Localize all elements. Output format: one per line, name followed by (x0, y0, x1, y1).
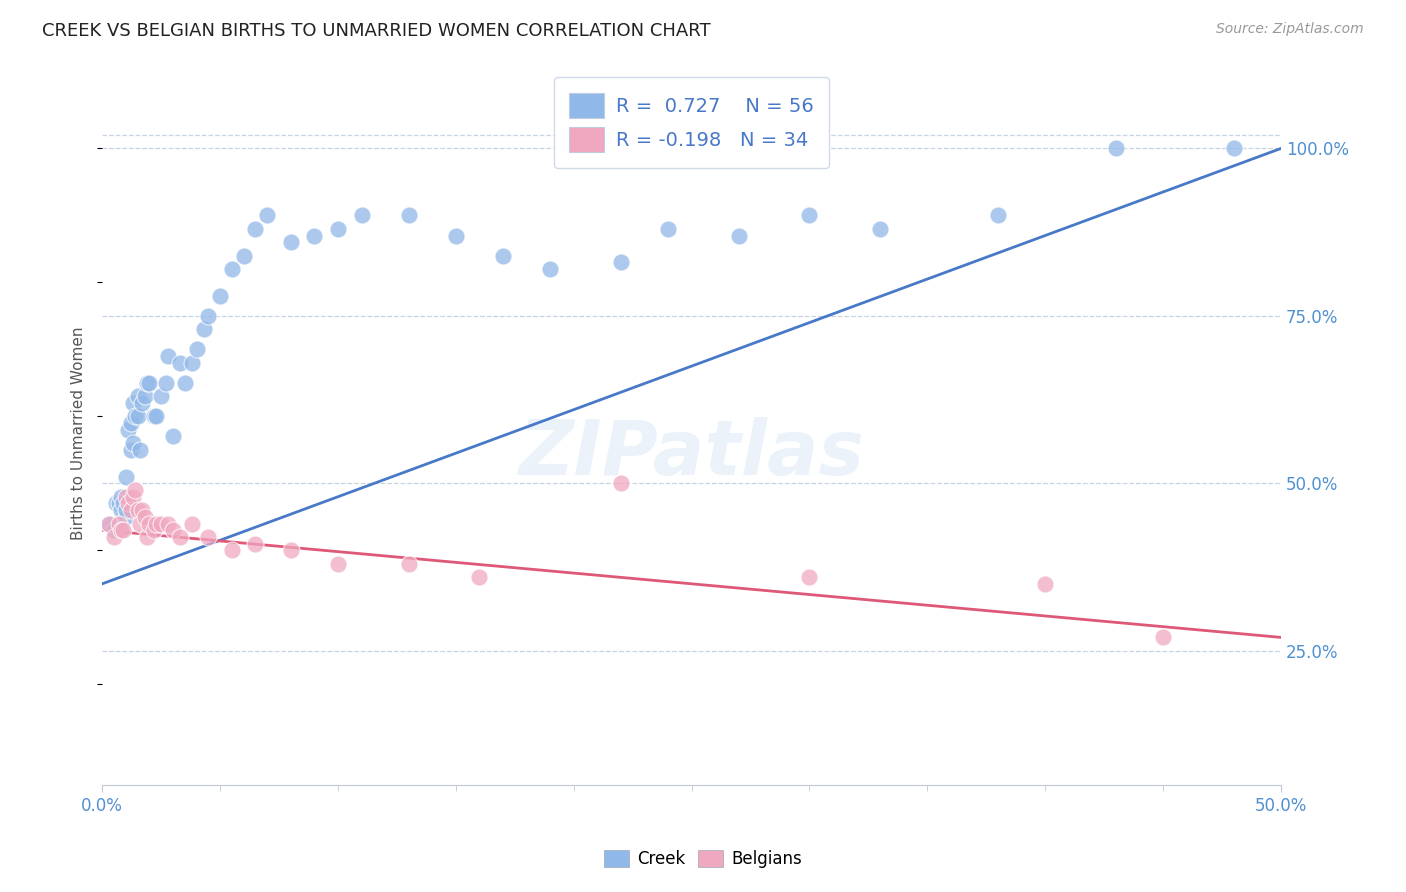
Text: Source: ZipAtlas.com: Source: ZipAtlas.com (1216, 22, 1364, 37)
Point (114, 503, 136, 517)
Point (1152, 631, 1174, 645)
Point (120, 416, 142, 430)
Point (157, 349, 180, 363)
Point (657, 222, 679, 236)
Point (129, 442, 152, 457)
Y-axis label: Births to Unmarried Women: Births to Unmarried Women (72, 326, 86, 540)
Point (186, 343, 208, 357)
Point (110, 523, 132, 537)
Point (124, 409, 146, 424)
Point (134, 509, 156, 524)
Legend: R =  0.727    N = 56, R = -0.198   N = 34: R = 0.727 N = 56, R = -0.198 N = 34 (554, 77, 830, 168)
Point (221, 543, 243, 558)
Point (1105, 141, 1128, 155)
Point (114, 490, 136, 504)
Point (98, 516, 121, 531)
Point (538, 262, 561, 277)
Point (107, 496, 129, 510)
Legend: Creek, Belgians: Creek, Belgians (596, 843, 810, 875)
Point (112, 496, 135, 510)
Point (326, 557, 349, 571)
Point (326, 222, 349, 236)
Point (150, 516, 173, 531)
Point (134, 389, 156, 403)
Point (129, 516, 152, 531)
Point (492, 249, 515, 263)
Point (143, 409, 166, 424)
Point (256, 208, 278, 222)
Text: CREEK VS BELGIAN BIRTHS TO UNMARRIED WOMEN CORRELATION CHART: CREEK VS BELGIAN BIRTHS TO UNMARRIED WOM… (42, 22, 711, 40)
Point (221, 262, 243, 277)
Point (98, 516, 121, 531)
Point (131, 503, 153, 517)
Point (127, 389, 149, 403)
Point (1223, 141, 1246, 155)
Point (610, 476, 633, 491)
Point (169, 530, 191, 544)
Point (280, 543, 302, 558)
Point (120, 503, 142, 517)
Point (304, 228, 326, 243)
Point (138, 376, 160, 390)
Point (193, 322, 215, 336)
Point (245, 536, 267, 550)
Point (110, 503, 132, 517)
Point (1033, 576, 1056, 591)
Text: ZIPatlas: ZIPatlas (519, 417, 865, 491)
Point (107, 516, 129, 531)
Point (143, 523, 166, 537)
Point (180, 356, 202, 370)
Point (245, 222, 267, 236)
Point (121, 490, 143, 504)
Point (127, 503, 149, 517)
Point (145, 409, 167, 424)
Point (180, 516, 202, 531)
Point (121, 436, 143, 450)
Point (157, 516, 180, 531)
Point (138, 516, 160, 531)
Point (103, 530, 125, 544)
Point (145, 516, 167, 531)
Point (103, 523, 125, 537)
Point (162, 523, 184, 537)
Point (155, 376, 177, 390)
Point (121, 396, 143, 410)
Point (110, 490, 132, 504)
Point (468, 570, 491, 584)
Point (105, 496, 128, 510)
Point (173, 376, 195, 390)
Point (232, 249, 254, 263)
Point (136, 530, 159, 544)
Point (127, 409, 149, 424)
Point (136, 376, 159, 390)
Point (209, 289, 232, 303)
Point (114, 509, 136, 524)
Point (987, 208, 1010, 222)
Point (120, 442, 142, 457)
Point (197, 309, 219, 323)
Point (150, 389, 173, 403)
Point (398, 557, 420, 571)
Point (799, 570, 821, 584)
Point (124, 483, 146, 497)
Point (398, 208, 420, 222)
Point (131, 396, 153, 410)
Point (197, 530, 219, 544)
Point (114, 469, 136, 483)
Point (162, 429, 184, 443)
Point (869, 222, 891, 236)
Point (350, 208, 373, 222)
Point (117, 496, 139, 510)
Point (117, 423, 139, 437)
Point (444, 228, 467, 243)
Point (280, 235, 302, 250)
Point (799, 208, 821, 222)
Point (727, 228, 749, 243)
Point (169, 356, 191, 370)
Point (610, 255, 633, 269)
Point (112, 523, 135, 537)
